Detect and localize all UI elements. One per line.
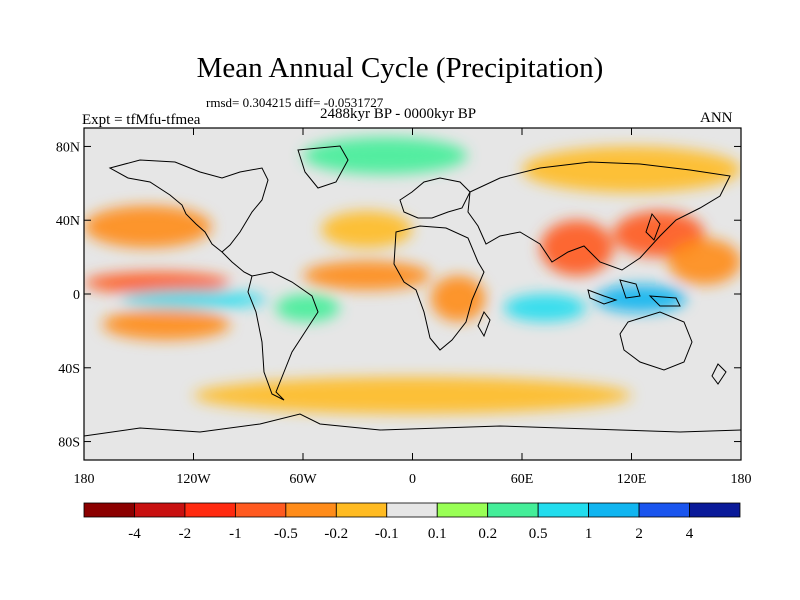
period-label: 2488kyr BP - 0000kyr BP: [320, 106, 477, 122]
experiment-label: Expt = tfMfu-tfmea: [82, 112, 201, 128]
colorbar-swatch: [689, 502, 741, 518]
colorbar-swatch: [134, 502, 186, 518]
region-tropical-pacific-drying: [84, 271, 230, 294]
region-africa-drying: [430, 275, 486, 322]
x-tick-label: 0: [409, 472, 416, 487]
colorbar-swatch: [487, 502, 539, 518]
colorbar-swatch: [386, 502, 438, 518]
colorbar-label: -0.2: [324, 526, 348, 542]
y-tick-label: 80S: [58, 436, 80, 451]
region-west-pacific-drying: [668, 238, 741, 285]
anomaly-regions: [84, 137, 741, 414]
colorbar-label: -0.5: [274, 526, 298, 542]
stats-line: rmsd= 0.304215 diff= -0.0531727: [206, 95, 384, 110]
season-label: ANN: [700, 110, 733, 126]
x-tick-label: 120E: [617, 472, 647, 487]
colorbar-label: 4: [686, 526, 694, 542]
colorbar-swatch: [436, 502, 489, 518]
y-axis: 80N 40N 0 40S 80S: [56, 140, 741, 451]
colorbar-swatch: [537, 502, 590, 518]
x-tick-label: 60E: [511, 472, 534, 487]
region-arctic-wetting: [303, 137, 468, 175]
region-southern-ocean-drying: [193, 377, 632, 414]
region-equatorial-pacific-wetting: [120, 290, 267, 309]
region-south-america-wetting: [275, 294, 340, 322]
colorbar-label: -2: [179, 526, 192, 542]
region-south-asia-drying: [540, 220, 614, 276]
colorbar-label: 1: [585, 526, 593, 542]
colorbar-swatch: [638, 502, 690, 518]
colorbar-label: 0.2: [478, 526, 497, 542]
colorbar-swatch: [234, 502, 287, 518]
region-indian-ocean-wetting: [503, 294, 586, 322]
colorbar-swatch: [335, 502, 388, 518]
colorbar-label: 0.1: [428, 526, 447, 542]
colorbar-swatch: [184, 502, 236, 518]
x-tick-label: 180: [74, 472, 95, 487]
colorbar-label: -0.1: [375, 526, 399, 542]
region-north-atlantic-drying: [321, 211, 413, 248]
colorbar-swatch: [83, 502, 135, 518]
colorbar-swatch: [588, 502, 640, 518]
colorbar: -4 -2 -1 -0.5 -0.2 -0.1 0.1 0.2 0.5 1 2 4: [83, 502, 741, 542]
x-tick-label: 60W: [289, 472, 317, 487]
y-tick-label: 40N: [56, 214, 80, 229]
colorbar-swatch: [285, 502, 337, 518]
x-tick-label: 120W: [176, 472, 211, 487]
y-tick-label: 0: [73, 288, 80, 303]
colorbar-label: -1: [229, 526, 242, 542]
y-tick-label: 80N: [56, 140, 80, 155]
region-tropical-atlantic-drying: [303, 260, 431, 291]
y-tick-label: 40S: [58, 362, 80, 377]
x-tick-label: 180: [731, 472, 752, 487]
colorbar-label: 0.5: [529, 526, 548, 542]
region-north-pacific-drying: [84, 205, 212, 248]
region-siberia-drying: [522, 146, 741, 193]
x-axis: 180 120W 60W 0 60E 120E 180: [74, 128, 752, 487]
colorbar-label: 2: [635, 526, 643, 542]
colorbar-label: -4: [128, 526, 141, 542]
coastlines: [84, 145, 741, 437]
region-maritime-continent-wetting: [595, 284, 687, 313]
chart-title: Mean Annual Cycle (Precipitation): [196, 52, 604, 84]
region-south-pacific-drying: [102, 308, 230, 341]
